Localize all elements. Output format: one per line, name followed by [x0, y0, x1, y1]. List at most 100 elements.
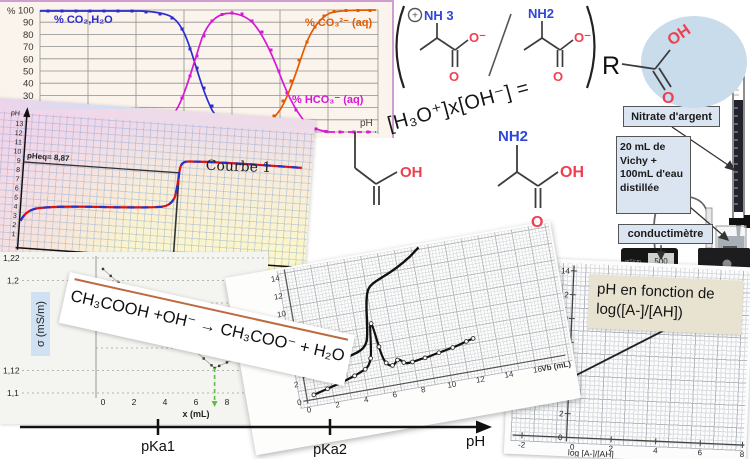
svg-text:50: 50 — [23, 67, 34, 78]
courbe1-title: Courbe 1 — [205, 157, 272, 177]
svg-text:11: 11 — [14, 139, 22, 146]
burette-stopcock — [729, 218, 748, 225]
mm-x-axis-label: Vb (mL) — [541, 359, 572, 373]
svg-text:2: 2 — [132, 397, 137, 407]
alanine-bonds — [497, 145, 559, 208]
courbe1-curve-blue-dashes — [19, 160, 302, 222]
svg-text:6: 6 — [392, 390, 398, 400]
anion-amine-label: NH2 — [528, 6, 554, 21]
svg-text:0: 0 — [296, 398, 302, 408]
vichy-solution-label: 20 mL de Vichy + 100mL d'eau distillée — [616, 136, 691, 214]
svg-text:6: 6 — [194, 397, 199, 407]
anion-bonds — [523, 21, 574, 67]
svg-text:12: 12 — [560, 290, 570, 299]
burette-stopcock-handle — [744, 215, 750, 228]
svg-text:0: 0 — [558, 433, 563, 442]
svg-text:6: 6 — [15, 185, 19, 192]
co2-series-label: % CO₂,H₂O — [54, 14, 113, 26]
anion-carbonyl-label: O — [553, 69, 563, 84]
svg-text:4: 4 — [653, 446, 658, 455]
co3-series-label: % CO₃²⁻ (aq) — [305, 17, 372, 29]
speciation-yticks: % 100 90 80 70 60 50 40 30 — [7, 6, 34, 102]
svg-text:14: 14 — [504, 369, 515, 380]
svg-text:13: 13 — [15, 121, 23, 129]
henderson-x-axis-label: log [A-]/[AH] — [568, 447, 614, 459]
ionic-product-formula: [H₃O⁺]x[OH⁻] = — [385, 76, 532, 136]
svg-text:2: 2 — [608, 444, 613, 453]
svg-text:8: 8 — [740, 450, 745, 459]
circle-hydroxyl-label: OH — [665, 22, 694, 50]
svg-text:1,22: 1,22 — [3, 253, 20, 263]
svg-text:1,2: 1,2 — [7, 276, 19, 286]
svg-text:8: 8 — [420, 385, 426, 395]
equivalence-vertical-line — [172, 172, 181, 259]
sigma-label-highlight — [31, 292, 50, 356]
conductimetre-label: conductimètre — [618, 224, 713, 244]
right-parenthesis — [585, 5, 596, 89]
svg-text:30: 30 — [23, 91, 34, 102]
sigma-axis-label: σ (mS/m) — [35, 301, 47, 347]
svg-text:4: 4 — [163, 397, 168, 407]
slash-separator — [488, 13, 512, 77]
anion-carboxylate-label: O⁻ — [574, 30, 591, 45]
svg-text:5: 5 — [14, 194, 18, 201]
ph-label: pH — [466, 433, 485, 450]
zwitterion-carbonyl-label: O — [449, 69, 459, 84]
zwitterion-amine-label: NH 3 — [424, 8, 454, 23]
zwitterion-bonds — [419, 23, 469, 67]
svg-text:-2: -2 — [518, 440, 526, 449]
svg-text:10: 10 — [447, 379, 458, 390]
svg-text:10: 10 — [276, 309, 287, 320]
svg-text:8: 8 — [16, 167, 20, 174]
millimeter-paper-titration-chart: 0 2 4 6 8 10 12 14 16 0 2 4 6 8 10 12 14 — [224, 220, 582, 456]
courbe1-y-axis — [16, 112, 28, 250]
mm-plot: 0 2 4 6 8 10 12 14 16 0 2 4 6 8 10 12 14 — [270, 246, 572, 415]
plus-charge-label: + — [412, 11, 418, 22]
zwitterion-carboxylate-label: O⁻ — [469, 30, 486, 45]
svg-text:4: 4 — [13, 204, 17, 211]
courbe1-y-axis-arrow — [23, 107, 31, 118]
svg-text:10: 10 — [13, 148, 21, 156]
svg-text:4: 4 — [363, 395, 369, 405]
equivalence-green-arrow — [211, 401, 218, 407]
svg-text:2: 2 — [293, 380, 299, 390]
ylabel: % — [7, 6, 16, 17]
conductivity-xticks: 0 2 4 6 8 10 — [101, 397, 263, 407]
svg-text:12: 12 — [15, 130, 23, 138]
svg-text:14: 14 — [270, 273, 281, 284]
hco3-series-label: % HCO₃⁻ (aq) — [292, 94, 364, 106]
ph-axis-arrowhead — [476, 420, 492, 434]
svg-text:1,12: 1,12 — [3, 366, 20, 376]
svg-text:0: 0 — [570, 443, 575, 452]
svg-text:8: 8 — [225, 397, 230, 407]
acid-fragment-bonds — [354, 132, 398, 205]
svg-text:9: 9 — [16, 158, 20, 165]
alanine-hydroxyl-label: OH — [560, 164, 584, 181]
svg-text:2: 2 — [335, 400, 341, 410]
burette-graduations — [734, 107, 738, 205]
svg-text:100: 100 — [18, 6, 34, 17]
svg-text:3: 3 — [13, 213, 17, 220]
henderson-title-box: pH en fonction de log([A-]/[AH]) — [587, 274, 744, 335]
henderson-x-axis — [512, 434, 745, 446]
svg-text:80: 80 — [23, 30, 34, 41]
svg-text:6: 6 — [697, 448, 702, 457]
svg-text:1: 1 — [11, 231, 15, 238]
ph-equivalence-annotation: pHeq= 8,87 — [27, 151, 71, 163]
nitrate-dargent-label: Nitrate d'argent — [623, 106, 720, 127]
conductivity-x-axis-label: x (mL) — [183, 409, 210, 419]
left-parenthesis — [395, 5, 406, 89]
svg-text:7: 7 — [15, 176, 19, 183]
henderson-xticks: -2 0 2 4 6 8 — [518, 440, 745, 459]
speciation-ph-label: pH — [360, 118, 373, 129]
acid-fragment-hydroxyl-label: OH — [400, 164, 423, 181]
pka1-label: pKa1 — [141, 439, 175, 455]
svg-text:0: 0 — [101, 397, 106, 407]
svg-text:16: 16 — [532, 364, 543, 375]
svg-text:12: 12 — [273, 291, 284, 302]
svg-text:2: 2 — [559, 409, 564, 418]
svg-text:70: 70 — [23, 42, 34, 53]
svg-text:60: 60 — [23, 54, 34, 65]
svg-text:90: 90 — [23, 18, 34, 29]
